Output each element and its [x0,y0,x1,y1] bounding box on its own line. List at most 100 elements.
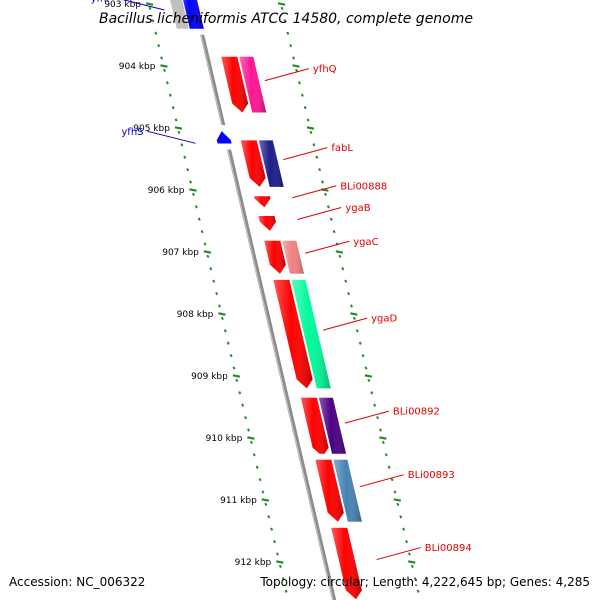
major-tick-inner [203,250,212,254]
minor-tick-inner [151,19,155,23]
minor-tick-inner [281,577,285,581]
minor-tick-outer [370,391,374,395]
minor-tick-outer [387,465,391,469]
label-connector [283,147,328,161]
feature-yfhP[interactable] [158,0,207,35]
gene-label-fabL[interactable]: fabL [331,143,353,154]
label-connector [376,547,421,561]
label-connector [359,474,404,488]
minor-tick-inner [180,143,184,147]
minor-tick-outer [326,205,330,209]
minor-tick-inner [212,279,216,283]
scale-label: 904 kbp [119,62,156,72]
minor-tick-outer [373,403,377,407]
minor-tick-outer [303,105,307,110]
scale-label: 911 kbp [220,496,257,506]
feature-BLi00893[interactable] [310,453,390,528]
gene-label-yfhP[interactable]: yfhP [91,0,113,5]
minor-tick-outer [329,217,333,221]
minor-tick-outer [300,93,304,97]
minor-tick-outer [350,304,354,308]
feature-fabL[interactable] [235,134,312,193]
minor-tick-inner [191,192,195,197]
major-tick-outer [350,312,358,316]
minor-tick-outer [381,440,385,445]
scale-label: 907 kbp [162,248,199,258]
gene-label-ygaC[interactable]: ygaC [353,237,378,248]
label-connector [147,130,196,144]
cds-block-grey [170,0,189,29]
minor-tick-inner [258,477,262,482]
minor-tick-outer [309,130,313,135]
cds-arrow-shading [221,56,249,113]
gene-label-yfhQ[interactable]: yfhQ [313,64,337,75]
minor-tick-inner [186,167,190,172]
major-tick-outer [364,374,373,378]
minor-tick-outer [399,515,403,519]
minor-tick-inner [232,366,236,370]
cog-block-shading [333,459,362,522]
minor-tick-inner [218,304,222,308]
gene-label-ygaD[interactable]: ygaD [371,314,397,325]
backbone-layer [192,0,337,600]
gene-label-BLi00894[interactable]: BLi00894 [425,543,472,554]
minor-tick-outer [295,68,298,73]
cds-arrow-shading [264,240,286,274]
minor-tick-inner [160,56,164,60]
minor-tick-inner [238,391,242,395]
label-connector [297,206,342,220]
minor-tick-outer [405,539,409,544]
feature-ygaD[interactable] [268,273,359,395]
minor-tick-inner [246,428,250,432]
gene-label-BLi00888[interactable]: BLi00888 [340,181,387,192]
gene-label-ygaB[interactable]: ygaB [345,203,370,214]
cds-arrow [216,131,232,144]
minor-tick-inner [209,267,213,271]
minor-tick-inner [278,564,282,569]
feature-BLi00892[interactable] [295,391,375,463]
minor-tick-outer [347,291,351,296]
minor-tick-outer [358,341,362,345]
scale-label: 910 kbp [206,434,243,444]
feature-ygaC[interactable] [258,234,332,280]
tick-layer: 903 kbp 904 kbp 905 kbp 906 kbp 907 kbp 908 k… [104,0,420,593]
feature-yfhQ[interactable] [215,50,294,119]
major-tick-outer [277,2,286,6]
gene-label-yfhS[interactable]: yfhS [121,127,143,138]
minor-tick-outer [292,56,296,60]
minor-tick-outer [378,428,382,432]
minor-tick-outer [297,81,301,85]
cog-block-shading [258,140,284,187]
major-tick-outer [393,498,402,502]
gene-label-BLi00893[interactable]: BLi00893 [408,470,455,481]
cds-arrow-shading [273,279,313,389]
cog-block-shading [291,279,331,389]
major-tick-outer [379,436,387,440]
minor-tick-inner [275,552,279,556]
minor-tick-outer [283,19,287,23]
major-tick-inner [145,2,154,6]
minor-tick-outer [341,267,345,271]
feature-BLi00894[interactable] [325,521,408,600]
minor-tick-inner [220,316,224,321]
gene-label-BLi00892[interactable]: BLi00892 [393,407,440,418]
major-tick-outer [408,560,416,564]
minor-tick-outer [280,6,284,11]
genome-backbone [192,0,337,600]
label-connector [292,185,337,199]
scale-label: 912 kbp [235,558,272,568]
feature-ygaB[interactable] [253,210,322,237]
major-tick-outer [335,250,344,254]
minor-tick-outer [306,118,310,122]
cog-block-shading [318,397,347,457]
minor-tick-inner [194,205,198,209]
minor-tick-inner [165,81,169,85]
feature-yfhS[interactable] [193,125,233,150]
minor-tick-inner [252,453,256,457]
genome-summary-text: Topology: circular; Length: 4,222,645 bp… [259,575,590,589]
minor-tick-inner [174,118,178,122]
label-connector [344,410,390,424]
minor-tick-inner [264,502,268,507]
cog-block-shading [183,0,204,29]
